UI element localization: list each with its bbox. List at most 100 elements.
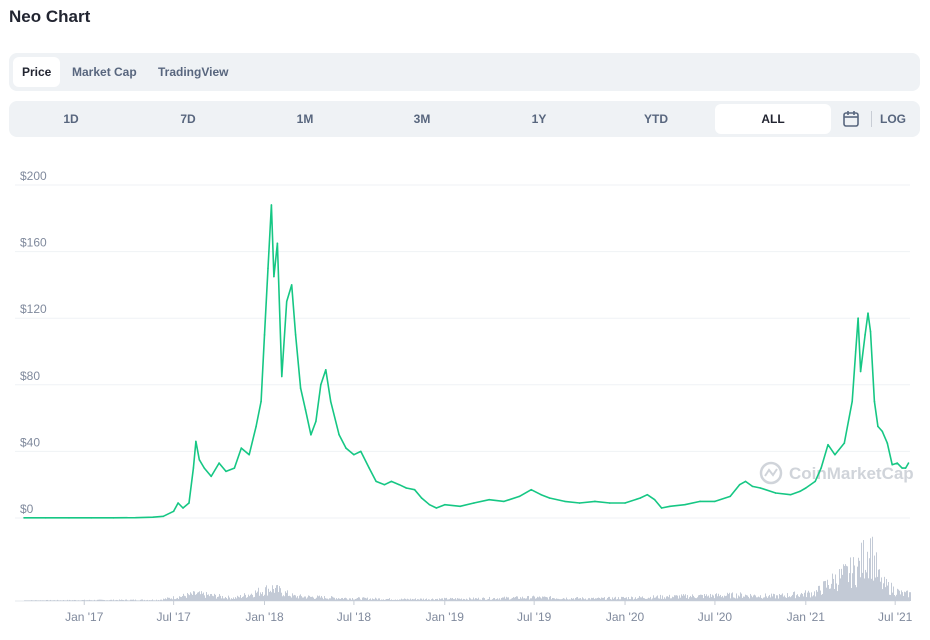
volume-bar [428,599,429,601]
volume-bar [794,591,795,601]
price-point [660,507,663,509]
volume-bar [462,599,463,601]
volume-bar [555,599,556,601]
volume-bar [241,598,242,601]
volume-bar [27,600,28,601]
volume-bar [873,580,874,601]
volume-bar [285,591,286,601]
volume-bar [195,594,196,601]
volume-bar [478,597,479,601]
volume-bar [882,589,883,601]
range-7d-button[interactable]: 7D [180,112,196,126]
volume-bar [184,595,185,601]
volume-bar [374,599,375,601]
y-tick-label: $200 [20,169,47,183]
volume-bar [177,597,178,601]
log-scale-button[interactable]: LOG [880,112,906,126]
volume-bar [242,596,243,601]
range-3m-button[interactable]: 3M [413,112,431,126]
volume-bar [396,599,397,601]
volume-bar [262,592,263,601]
price-point [503,500,505,503]
price-chart[interactable]: CoinMarketCap $0 $40 $80 $120 $160 $200 Jan '… [0,160,930,640]
volume-bar [48,600,49,601]
volume-bar [727,592,728,601]
volume-bar [92,600,93,601]
volume-bar [654,597,655,601]
range-1y-button[interactable]: 1Y [531,112,547,126]
volume-bar [119,599,120,601]
tab-price[interactable]: Price [13,57,61,87]
volume-bar [185,596,186,601]
volume-bar [367,597,368,601]
volume-bar [812,596,813,601]
volume-bar [137,600,138,601]
volume-bar [70,600,71,601]
volume-bar [520,597,521,601]
volume-bar [344,597,345,601]
volume-bar [652,598,653,601]
range-all-button[interactable]: ALL [715,104,831,134]
volume-bar [736,593,737,601]
volume-bar [197,592,198,601]
volume-bar [823,581,824,601]
volume-bar [835,574,836,601]
volume-bar [631,596,632,601]
volume-bar [433,599,434,601]
volume-bar [799,596,800,601]
range-1d-button[interactable]: 1D [63,112,79,126]
volume-bar [538,597,539,601]
volume-bar [540,597,541,601]
volume-bar [834,589,835,601]
tab-market-cap[interactable]: Market Cap [72,65,137,79]
volume-bar [336,598,337,601]
volume-bar [620,599,621,601]
volume-bar [453,599,454,601]
x-tick-label: Jan '20 [606,610,645,624]
volume-bar [749,598,750,601]
price-point [859,370,862,373]
volume-bar [908,597,909,601]
volume-bar [574,599,575,601]
volume-bar [824,581,825,601]
volume-bar [283,595,284,601]
volume-bar [496,599,497,601]
volume-bar [389,598,390,601]
volume-bar [795,598,796,601]
price-point [428,503,431,506]
volume-bar [826,587,827,601]
volume-bar [563,598,564,601]
volume-bar [154,600,155,601]
price-point [240,447,243,449]
volume-bar [337,599,338,601]
volume-bar [190,592,191,601]
volume-bar [766,596,767,601]
volume-bar [560,599,561,601]
y-tick-label: $0 [20,502,34,516]
volume-bar [263,596,264,601]
volume-bar [679,595,680,601]
price-point [904,467,907,469]
calendar-icon[interactable] [841,108,861,130]
volume-bar [121,599,122,601]
volume-bar [220,595,221,601]
range-1m-button[interactable]: 1M [296,112,314,126]
volume-bar [117,600,118,601]
volume-bar [455,598,456,601]
range-ytd-button[interactable]: YTD [644,112,668,126]
volume-bar [122,599,123,601]
volume-bar [474,599,475,601]
volume-bar [837,591,838,601]
tab-tradingview[interactable]: TradingView [158,65,229,79]
price-point [699,500,701,503]
volume-bar [798,596,799,601]
volume-bar [748,596,749,601]
volume-bar [352,598,353,601]
volume-bar [391,599,392,601]
volume-bar [710,593,711,601]
volume-bar [605,599,606,601]
price-point [276,242,279,245]
volume-bar [819,585,820,601]
volume-bar [363,597,364,601]
volume-bar [160,599,161,601]
